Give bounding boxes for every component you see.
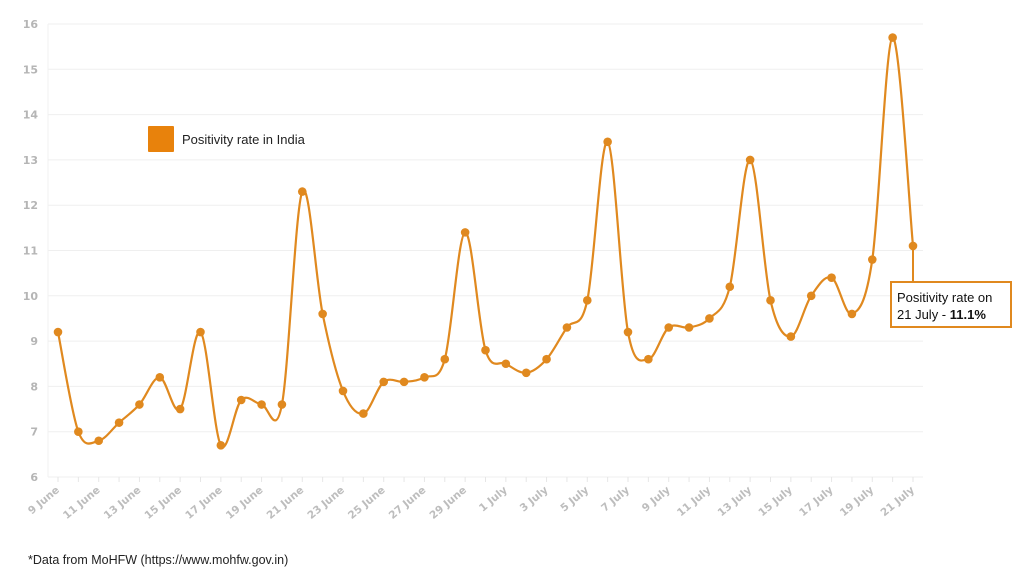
y-tick-label: 11: [23, 245, 38, 258]
x-tick-label: 15 July: [756, 484, 795, 519]
x-tick-label: 3 July: [518, 484, 551, 514]
data-point: [481, 345, 490, 355]
x-tick-label: 21 July: [879, 484, 918, 519]
data-point: [236, 395, 246, 405]
data-point: [196, 327, 205, 337]
annotation-box: Positivity rate on 21 July - 11.1%: [890, 281, 1012, 328]
data-point: [766, 296, 775, 305]
x-tick-label: 17 June: [183, 484, 225, 522]
x-tick-label: 23 June: [305, 484, 347, 522]
y-axis: 6 7 8 9 10 11 12 13 14 15 16: [23, 18, 39, 484]
data-point: [297, 187, 307, 196]
annotation-value: 11.1%: [949, 307, 986, 322]
data-points: [53, 33, 918, 450]
data-point: [542, 354, 551, 364]
x-tick-label: 13 June: [102, 484, 144, 522]
x-tick-label: 5 July: [558, 484, 591, 514]
legend-label: Positivity rate in India: [182, 131, 305, 147]
legend-swatch: [148, 126, 174, 152]
data-point: [827, 273, 836, 282]
y-tick-label: 6: [30, 471, 38, 484]
x-tick-label: 17 July: [797, 484, 836, 519]
data-point: [725, 282, 735, 292]
x-tick-label: 19 June: [224, 484, 266, 522]
data-point: [114, 418, 124, 427]
data-point: [786, 332, 796, 341]
x-tick-label: 9 June: [26, 484, 62, 517]
x-tick-label: 9 July: [640, 484, 673, 514]
gridlines: [47, 23, 923, 478]
x-axis: 9 June 11 June 13 June 15 June 17 June 19 Jun…: [26, 477, 917, 522]
data-point: [562, 323, 572, 332]
data-point: [155, 373, 165, 382]
data-point: [745, 155, 755, 165]
data-point: [582, 296, 592, 305]
data-point: [684, 323, 694, 332]
data-point: [664, 323, 674, 332]
data-point: [277, 400, 287, 409]
data-point: [379, 377, 389, 387]
data-point: [460, 228, 470, 237]
data-point: [603, 137, 612, 147]
series-line-positivity-rate: [56, 36, 915, 449]
x-tick-label: 11 July: [675, 484, 714, 519]
x-tick-label: 11 June: [61, 484, 103, 522]
data-point: [74, 427, 83, 437]
annotation-line2-prefix: 21 July -: [897, 307, 950, 322]
data-point: [867, 255, 877, 264]
annotation-text: Positivity rate on 21 July - 11.1%: [897, 289, 992, 323]
data-point: [501, 359, 511, 369]
y-tick-label: 10: [23, 290, 39, 303]
data-point: [257, 400, 266, 409]
x-tick-label: 29 June: [427, 484, 469, 522]
data-point: [440, 354, 450, 364]
x-tick-label: 25 June: [346, 484, 388, 522]
data-point: [806, 291, 816, 301]
data-point: [705, 314, 714, 323]
data-point: [644, 354, 653, 364]
data-point: [521, 368, 531, 378]
data-point: [359, 409, 368, 418]
x-tick-label: 1 July: [477, 484, 510, 514]
y-tick-label: 9: [30, 335, 38, 348]
y-tick-label: 7: [30, 426, 38, 439]
data-point: [338, 386, 348, 396]
x-tick-label: 21 June: [265, 484, 307, 522]
x-tick-label: 15 June: [142, 484, 184, 522]
data-point: [53, 327, 63, 337]
data-point: [420, 373, 429, 382]
x-tick-label: 13 July: [716, 484, 755, 519]
data-point: [318, 309, 327, 319]
y-tick-label: 16: [23, 18, 39, 31]
y-tick-label: 8: [30, 380, 38, 393]
data-point: [888, 33, 897, 42]
data-point: [399, 377, 409, 387]
data-point: [847, 309, 857, 319]
data-point: [135, 400, 144, 409]
data-source-note: *Data from MoHFW (https://www.mohfw.gov.…: [28, 553, 289, 567]
x-tick-label: 7 July: [599, 484, 632, 514]
legend: Positivity rate in India: [148, 126, 305, 152]
annotation-line1: Positivity rate on: [897, 290, 993, 305]
data-point: [216, 440, 226, 450]
x-tick-label: 19 July: [838, 484, 877, 519]
y-tick-label: 15: [23, 63, 38, 76]
data-point: [908, 241, 918, 251]
x-tick-label: 27 June: [387, 484, 429, 522]
data-point: [623, 327, 633, 337]
data-point: [175, 404, 185, 414]
y-tick-label: 12: [23, 199, 38, 212]
y-tick-label: 14: [23, 109, 39, 122]
y-tick-label: 13: [23, 154, 38, 167]
data-point: [94, 436, 104, 446]
